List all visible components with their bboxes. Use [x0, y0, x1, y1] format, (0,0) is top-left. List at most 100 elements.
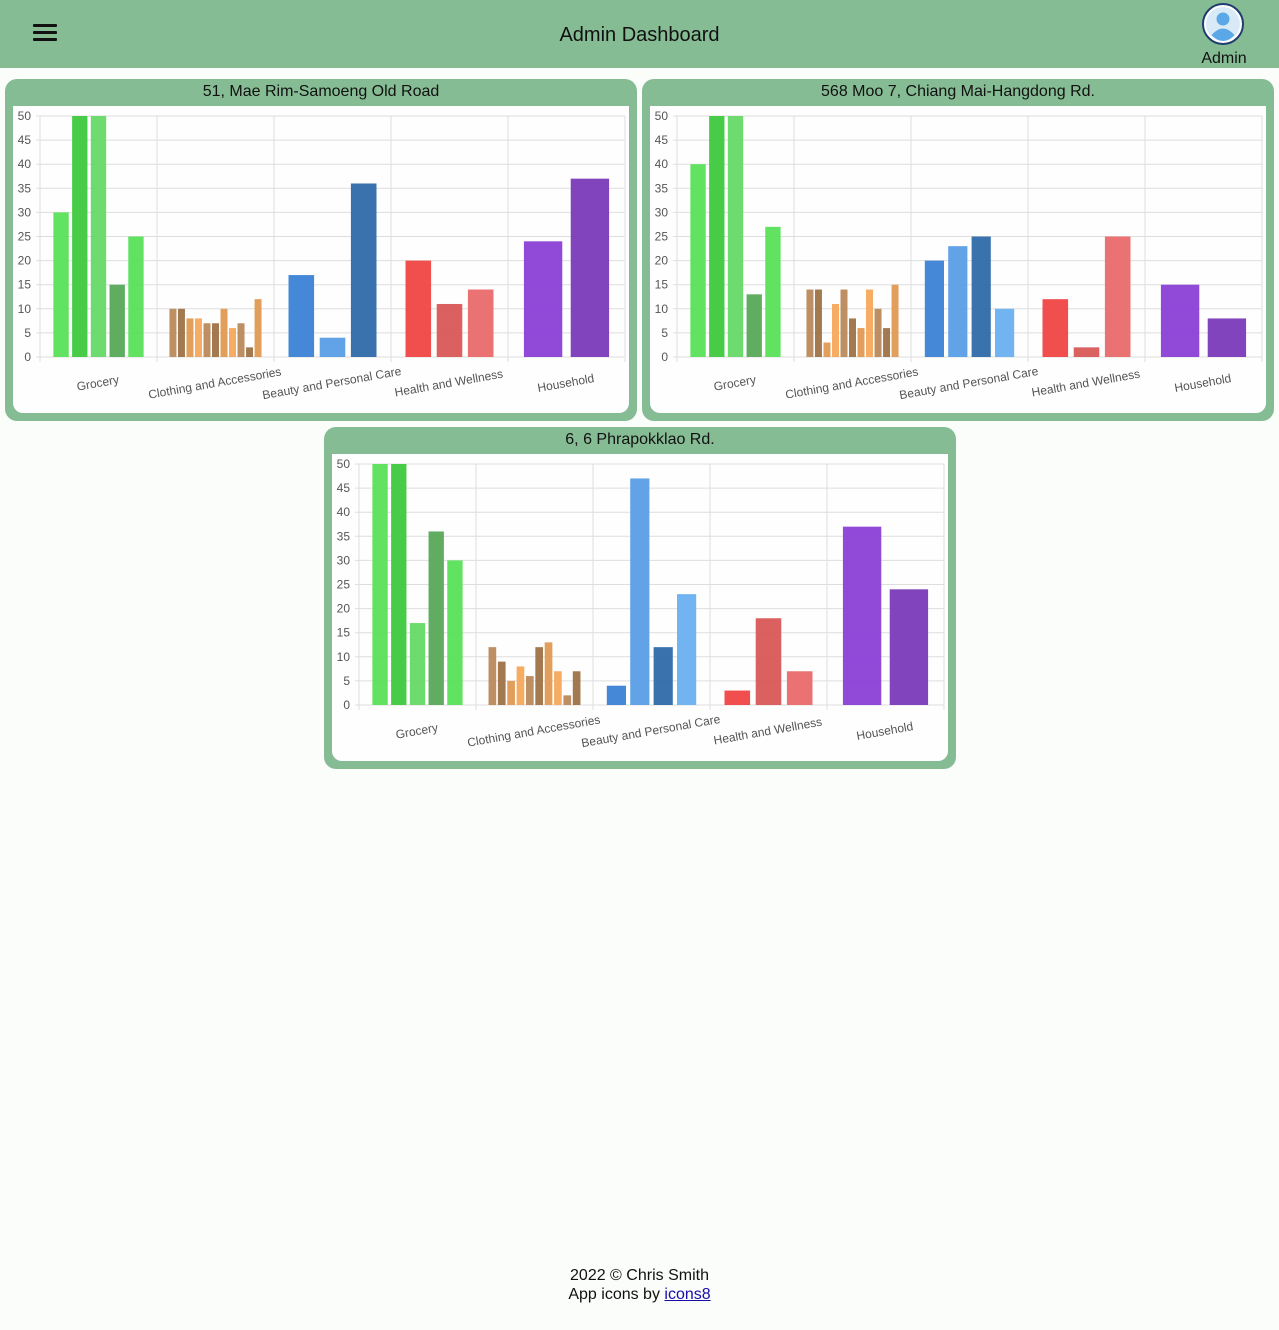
icons-credit-prefix: App icons by: [568, 1286, 660, 1303]
y-tick-label: 40: [18, 157, 32, 171]
chart-bar: [516, 666, 525, 705]
chart-bar: [229, 328, 237, 357]
chart-bar: [727, 116, 744, 357]
icons8-link[interactable]: icons8: [664, 1286, 711, 1303]
chart-bar: [246, 347, 254, 357]
chart-bar: [765, 226, 781, 357]
y-tick-label: 45: [337, 481, 351, 495]
chart-bar: [866, 289, 874, 357]
y-tick-label: 40: [655, 157, 669, 171]
chart-bar: [554, 671, 562, 705]
chart-bar: [169, 308, 177, 357]
chart-bar: [203, 323, 211, 357]
x-tick-label: Beauty and Personal Care: [261, 364, 402, 402]
x-tick-label: Health and Wellness: [713, 715, 824, 748]
chart-bar: [391, 464, 407, 705]
chart-bar: [409, 623, 426, 705]
chart-bar: [288, 275, 315, 357]
chart-bar: [857, 328, 865, 357]
chart-bar: [971, 236, 991, 357]
store-title: 568 Moo 7, Chiang Mai-Hangdong Rd.: [821, 83, 1095, 100]
y-tick-label: 30: [18, 205, 32, 219]
chart-bar: [724, 690, 751, 705]
chart-bar: [1042, 299, 1069, 357]
chart-bar: [497, 661, 506, 705]
chart-bar: [823, 342, 831, 357]
chart-bar: [677, 594, 697, 705]
user-avatar-icon[interactable]: [1202, 3, 1244, 45]
y-tick-label: 30: [655, 205, 669, 219]
chart-bar: [883, 328, 891, 357]
footer: 2022 © Chris Smith App icons by icons8: [0, 1266, 1279, 1304]
chart-bar: [194, 318, 202, 357]
chart-bar: [831, 303, 839, 357]
chart-bar: [786, 671, 813, 705]
chart-bar: [467, 289, 494, 357]
chart-bar: [319, 337, 346, 357]
chart-bar: [1160, 284, 1200, 357]
store-card: 568 Moo 7, Chiang Mai-Hangdong Rd. 0 5 10 1…: [642, 79, 1274, 421]
chart-bar: [746, 294, 762, 357]
y-tick-label: 25: [655, 230, 669, 244]
user-label: Admin: [1201, 50, 1247, 67]
store-card: 51, Mae Rim-Samoeng Old Road 0 5 10 15 20 25 3…: [5, 79, 637, 421]
chart-bar: [563, 695, 572, 705]
chart-bar: [653, 647, 673, 705]
chart-bar: [572, 671, 581, 705]
y-tick-label: 0: [343, 698, 350, 712]
icons-credit: App icons by icons8: [0, 1285, 1279, 1304]
chart-bar: [405, 260, 432, 357]
chart-bar: [177, 308, 185, 357]
chart-bar: [924, 260, 944, 357]
y-tick-label: 5: [24, 326, 31, 340]
y-tick-label: 45: [655, 133, 669, 147]
chart-bar: [254, 299, 262, 357]
chart-bar: [488, 647, 497, 705]
x-tick-label: Health and Wellness: [1031, 367, 1142, 400]
top-bar: Admin Dashboard Admin: [0, 0, 1279, 68]
y-tick-label: 30: [337, 553, 351, 567]
chart-bar: [874, 308, 882, 357]
chart-bar: [806, 289, 814, 357]
x-tick-label: Grocery: [76, 372, 120, 393]
y-tick-label: 25: [18, 230, 32, 244]
chart-bar: [72, 116, 88, 357]
chart-bar: [53, 212, 69, 357]
y-tick-label: 15: [18, 278, 32, 292]
y-tick-label: 10: [337, 650, 351, 664]
chart-bar: [606, 685, 626, 705]
y-tick-label: 20: [18, 254, 32, 268]
y-tick-label: 15: [337, 626, 351, 640]
y-tick-label: 50: [18, 109, 32, 123]
y-tick-label: 10: [655, 302, 669, 316]
x-tick-label: Household: [536, 371, 595, 395]
chart-bar: [109, 284, 125, 357]
chart-bar: [436, 303, 463, 357]
store-title: 51, Mae Rim-Samoeng Old Road: [202, 83, 440, 100]
chart-bar: [447, 560, 463, 705]
y-tick-label: 15: [655, 278, 669, 292]
chart-bar: [523, 241, 563, 357]
y-tick-label: 25: [337, 578, 351, 592]
y-tick-label: 35: [337, 529, 351, 543]
chart-bar: [186, 318, 194, 357]
y-tick-label: 50: [655, 109, 669, 123]
chart-bar: [535, 647, 544, 705]
chart-bar: [814, 289, 822, 357]
chart-bar: [525, 676, 534, 705]
chart-bar: [570, 178, 610, 357]
chart-bar: [891, 284, 899, 357]
menu-icon[interactable]: [33, 22, 57, 42]
chart-bar: [1207, 318, 1247, 357]
chart-bar: [428, 531, 444, 705]
x-tick-label: Beauty and Personal Care: [580, 712, 721, 750]
chart-bar: [212, 323, 219, 357]
y-tick-label: 0: [661, 350, 668, 364]
chart-bar: [372, 464, 388, 705]
sales-chart: 0 5 10 15 20 25 30 35 40 45 50 Grocery Clothing and …: [332, 454, 948, 761]
store-card: 6, 6 Phrapokklao Rd. 0 5 10 15 20 25 30 35 40 45 5…: [324, 427, 956, 769]
y-tick-label: 45: [18, 133, 32, 147]
